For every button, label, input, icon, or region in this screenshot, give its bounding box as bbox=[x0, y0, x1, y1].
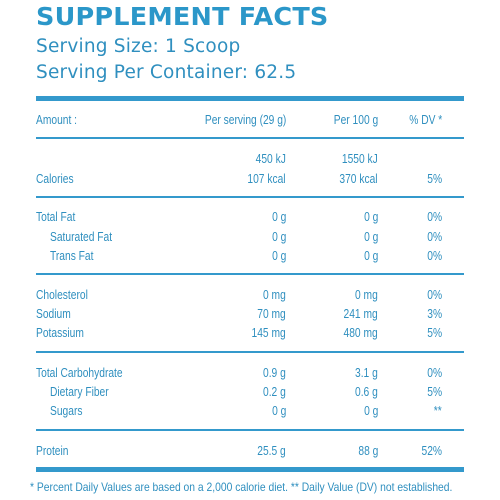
per-100g-value: 88 g bbox=[358, 444, 378, 458]
per-100g-value: 0.6 g bbox=[355, 385, 378, 399]
nutrient-label: Trans Fat bbox=[50, 249, 94, 263]
nutrient-label: Dietary Fiber bbox=[50, 385, 109, 399]
energy-kj-per-serving: 450 kJ bbox=[255, 152, 286, 166]
per-serving-header: Per serving (29 g) bbox=[204, 113, 286, 127]
per-100g-value: 0 g bbox=[363, 404, 378, 418]
nutrient-label: Sugars bbox=[50, 404, 83, 418]
nutrient-label: Sodium bbox=[36, 307, 71, 321]
serving-size: Serving Size: 1 Scoop bbox=[36, 36, 241, 57]
servings-per-container: Serving Per Container: 62.5 bbox=[36, 62, 297, 83]
per-100g-header: Per 100 g bbox=[333, 113, 378, 127]
energy-dv: 5% bbox=[427, 172, 442, 186]
dv-header: % DV * bbox=[408, 113, 442, 127]
dv-value: 5% bbox=[427, 326, 442, 340]
amount-header: Amount : bbox=[36, 113, 78, 127]
per-100g-value: 241 mg bbox=[343, 307, 378, 321]
energy-kj-per-100g: 1550 kJ bbox=[342, 152, 378, 166]
per-serving-value: 25.5 g bbox=[257, 444, 286, 458]
dv-value: 0% bbox=[427, 230, 442, 244]
nutrient-label: Total Fat bbox=[36, 210, 76, 224]
per-serving-value: 0 g bbox=[271, 230, 286, 244]
per-100g-value: 0 g bbox=[363, 249, 378, 263]
per-serving-value: 0 g bbox=[271, 210, 286, 224]
dv-value: 0% bbox=[427, 366, 442, 380]
energy-kcal-per-100g: 370 kcal bbox=[339, 172, 378, 186]
section-divider bbox=[36, 351, 464, 353]
footnote: * Percent Daily Values are based on a 2,… bbox=[30, 480, 453, 494]
per-100g-value: 480 mg bbox=[343, 326, 378, 340]
header-divider bbox=[36, 96, 464, 101]
footer-divider bbox=[36, 467, 464, 472]
dv-value: 52% bbox=[421, 444, 442, 458]
dv-value: 3% bbox=[427, 307, 442, 321]
section-divider bbox=[36, 273, 464, 275]
dv-value: 0% bbox=[427, 249, 442, 263]
per-100g-value: 0 g bbox=[363, 230, 378, 244]
calories-label: Calories bbox=[36, 172, 74, 186]
dv-value: ** bbox=[434, 404, 442, 418]
per-100g-value: 0 g bbox=[363, 210, 378, 224]
nutrient-label: Protein bbox=[36, 444, 69, 458]
section-divider bbox=[36, 137, 464, 139]
per-serving-value: 70 mg bbox=[257, 307, 286, 321]
dv-value: 0% bbox=[427, 288, 442, 302]
per-serving-value: 145 mg bbox=[251, 326, 286, 340]
per-serving-value: 0 mg bbox=[263, 288, 286, 302]
per-serving-value: 0 g bbox=[271, 249, 286, 263]
nutrient-label: Total Carbohydrate bbox=[36, 366, 123, 380]
panel-title: SUPPLEMENT FACTS bbox=[36, 2, 329, 31]
per-serving-value: 0.9 g bbox=[263, 366, 286, 380]
nutrient-label: Saturated Fat bbox=[50, 230, 113, 244]
per-serving-value: 0 g bbox=[271, 404, 286, 418]
nutrient-label: Potassium bbox=[36, 326, 84, 340]
dv-value: 5% bbox=[427, 385, 442, 399]
nutrient-label: Cholesterol bbox=[36, 288, 88, 302]
dv-value: 0% bbox=[427, 210, 442, 224]
per-100g-value: 0 mg bbox=[355, 288, 378, 302]
energy-kcal-per-serving: 107 kcal bbox=[247, 172, 286, 186]
section-divider bbox=[36, 429, 464, 431]
section-divider bbox=[36, 196, 464, 198]
per-serving-value: 0.2 g bbox=[263, 385, 286, 399]
per-100g-value: 3.1 g bbox=[355, 366, 378, 380]
